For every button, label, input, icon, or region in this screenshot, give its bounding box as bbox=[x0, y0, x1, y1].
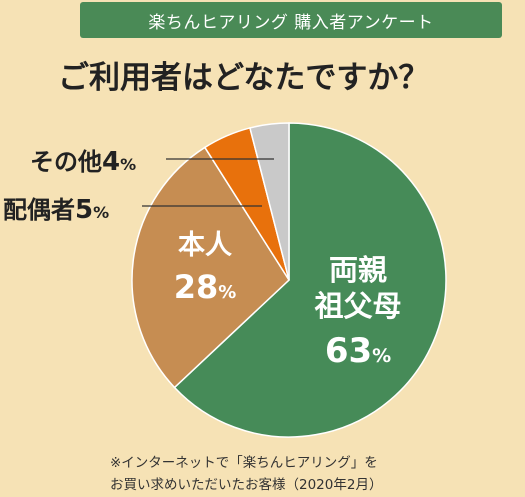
slice-label-parents-grandparents-line-2: 祖父母 bbox=[314, 289, 401, 323]
footnote-line-2: お買い求めいただいたお客様（2020年2月） bbox=[110, 477, 383, 493]
footnote-line-1: ※インターネットで「楽ちんヒアリング」を bbox=[110, 455, 378, 471]
footnote: ※インターネットで「楽ちんヒアリング」を お買い求めいただいたお客様（2020年… bbox=[110, 452, 490, 496]
survey-question: ご利用者はどなたですか？ bbox=[58, 60, 430, 96]
slice-value-parents-grandparents: 63% bbox=[325, 331, 391, 371]
outside-label-other: その他4% bbox=[30, 147, 136, 177]
slice-label-self: 本人 bbox=[178, 230, 232, 261]
slice-label-parents-grandparents-line-1: 両親 bbox=[329, 253, 387, 287]
leader-lines bbox=[142, 158, 274, 207]
survey-banner: 楽ちんヒアリング 購入者アンケート bbox=[80, 2, 502, 38]
pie-slices bbox=[131, 122, 447, 438]
pie-slice-other bbox=[249, 122, 290, 281]
slice-value-self: 28% bbox=[174, 268, 237, 306]
outside-label-spouse: 配偶者5% bbox=[3, 195, 109, 225]
pie-slice-self bbox=[131, 146, 290, 389]
pie-slice-parents-grandparents bbox=[173, 122, 447, 438]
